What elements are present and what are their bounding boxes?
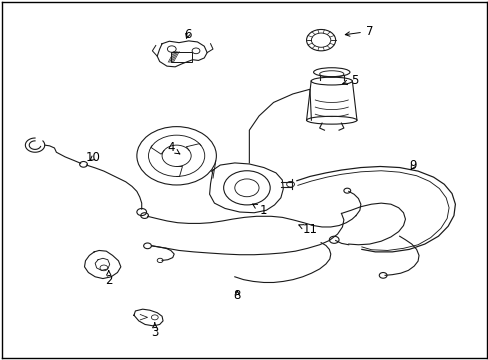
Text: 10: 10 [85, 152, 101, 165]
Text: 8: 8 [233, 289, 241, 302]
Text: 9: 9 [408, 159, 416, 172]
Text: 4: 4 [167, 141, 180, 154]
Text: 1: 1 [252, 204, 266, 217]
Text: 3: 3 [151, 323, 158, 339]
Text: 5: 5 [342, 74, 358, 87]
Text: 7: 7 [345, 25, 372, 38]
Text: 2: 2 [105, 271, 112, 287]
Text: 6: 6 [183, 28, 191, 41]
Text: 11: 11 [298, 223, 317, 236]
